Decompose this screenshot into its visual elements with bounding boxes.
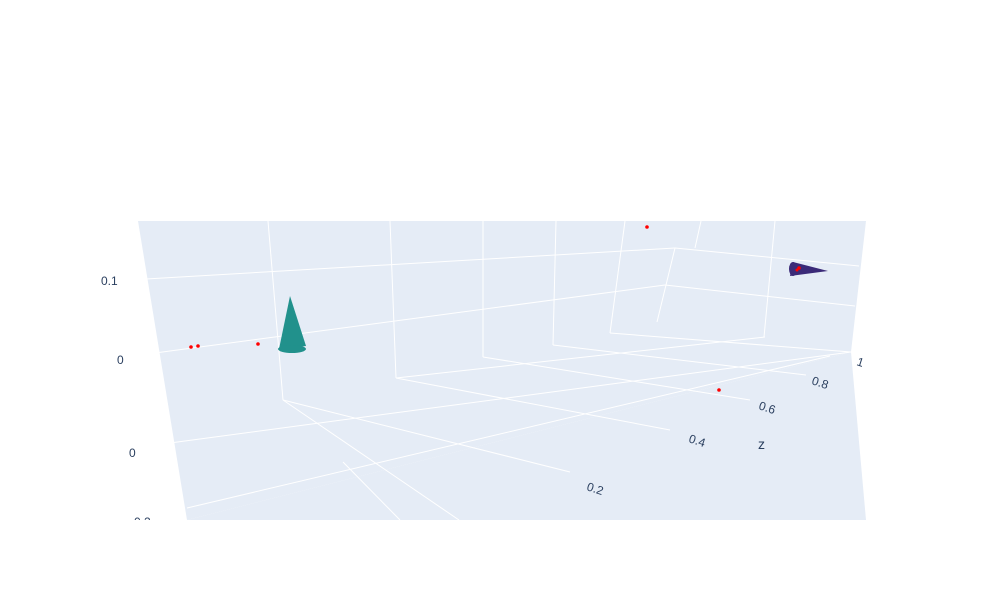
floor-plane xyxy=(187,352,866,520)
front-tick-label: 0.2 xyxy=(134,515,151,529)
depth-axis-title: z xyxy=(758,436,765,452)
front-axis-ticks: 0 0.2 xyxy=(129,446,151,529)
marker-point[interactable] xyxy=(189,345,193,349)
depth-tick-label: 0.4 xyxy=(687,432,708,451)
depth-tick-label: 0.8 xyxy=(810,374,831,393)
front-tick-label: 0 xyxy=(129,446,136,460)
marker-point[interactable] xyxy=(797,266,801,270)
back-wall-plane xyxy=(138,221,866,520)
marker-points xyxy=(189,225,801,392)
vertical-axis-ticks: 0.1 0 xyxy=(101,274,124,367)
depth-tick-label: 0.6 xyxy=(757,399,778,418)
marker-point[interactable] xyxy=(717,388,721,392)
grid-lines xyxy=(145,220,860,520)
marker-point[interactable] xyxy=(645,225,649,229)
vertical-tick-label: 0.1 xyxy=(101,274,118,288)
marker-point[interactable] xyxy=(256,342,260,346)
marker-point[interactable] xyxy=(196,344,200,348)
vertical-tick-label: 0 xyxy=(117,353,124,367)
cone-teal[interactable] xyxy=(278,296,306,353)
cone-purple[interactable] xyxy=(789,262,828,276)
depth-axis-ticks: 0.2 0.4 0.6 0.8 1 xyxy=(585,355,866,499)
depth-tick-label: 0.2 xyxy=(585,480,606,499)
depth-tick-label: 1 xyxy=(855,355,866,370)
marker-point[interactable] xyxy=(795,268,799,272)
